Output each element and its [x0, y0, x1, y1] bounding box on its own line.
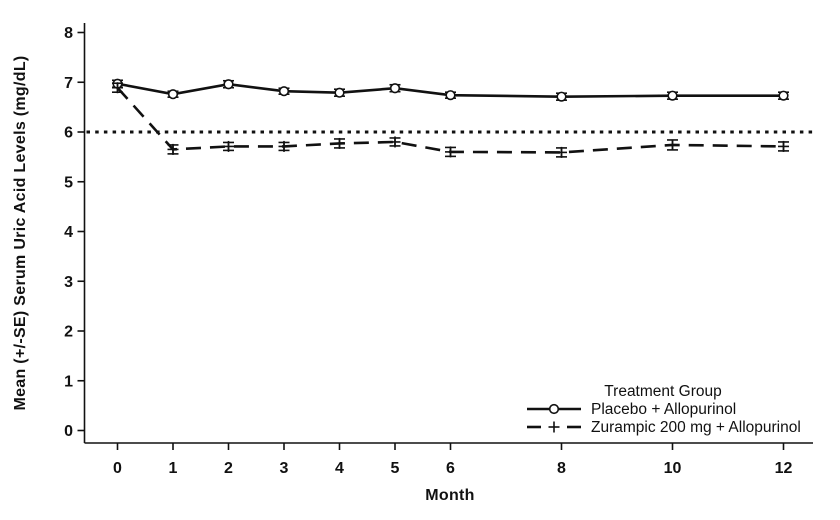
y-tick-label: 3: [64, 274, 73, 291]
legend: Treatment Group Placebo + Allopurinol Zu…: [527, 383, 801, 436]
x-tick-label: 0: [113, 460, 122, 477]
y-tick-label: 6: [64, 125, 73, 142]
marker-circle-icon: [167, 89, 179, 100]
y-tick-label: 5: [64, 174, 73, 191]
marker-circle-icon: [223, 79, 234, 90]
series-line-1: [116, 86, 784, 154]
x-tick-label: 12: [775, 460, 793, 477]
x-tick-label: 6: [446, 460, 455, 477]
x-tick-label: 1: [169, 460, 178, 477]
legend-label-placebo: Placebo + Allopurinol: [591, 401, 736, 418]
y-axis-title: Mean (+/-SE) Serum Uric Acid Levels (mg/…: [12, 55, 29, 410]
legend-label-zurampic: Zurampic 200 mg + Allopurinol: [591, 419, 801, 436]
marker-circle-icon: [778, 90, 789, 101]
y-tick-label: 8: [64, 25, 73, 42]
y-tick-label: 7: [64, 75, 73, 92]
legend-circle-marker-icon: [548, 403, 560, 415]
x-tick-label: 4: [335, 460, 344, 477]
x-tick-label: 5: [391, 460, 400, 477]
y-tick-label: 2: [64, 324, 73, 341]
marker-circle-icon: [667, 90, 678, 101]
marker-circle-icon: [334, 87, 345, 98]
y-tick-label: 0: [64, 423, 73, 440]
x-tick-label: 3: [280, 460, 289, 477]
marker-circle-icon: [556, 91, 567, 102]
series-line-0: [117, 82, 784, 98]
x-axis-title: Month: [425, 487, 474, 504]
marker-circle-icon: [278, 86, 290, 97]
marker-circle-icon: [389, 83, 401, 94]
x-tick-label: 10: [664, 460, 682, 477]
legend-title: Treatment Group: [604, 383, 721, 400]
x-tick-label: 2: [224, 460, 233, 477]
y-tick-label: 4: [64, 224, 73, 241]
marker-circle-icon: [445, 90, 456, 101]
x-tick-label: 8: [557, 460, 566, 477]
y-tick-label: 1: [64, 373, 73, 390]
